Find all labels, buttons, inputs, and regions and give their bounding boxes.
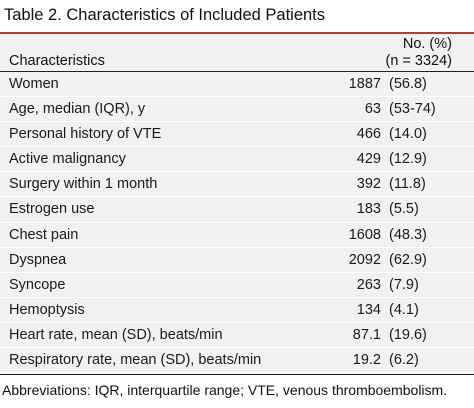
row-count: 183 (356, 201, 381, 218)
row-count: 134 (356, 301, 381, 318)
row-label: Chest pain (9, 226, 79, 243)
table-row: Personal history of VTE 466 (14.0) (0, 122, 474, 148)
row-label: Syncope (9, 276, 66, 293)
table-row: Active malignancy 429 (12.9) (0, 147, 474, 173)
row-count: 392 (356, 176, 381, 193)
table-row: Surgery within 1 month 392 (11.8) (0, 172, 474, 198)
row-count: 263 (356, 276, 381, 293)
characteristics-table: Characteristics No. (%) (n = 3324) Women… (0, 34, 474, 374)
table-row: Syncope 263 (7.9) (0, 273, 474, 298)
row-percent: (5.5) (389, 201, 419, 218)
table-title: Table 2. Characteristics of Included Pat… (4, 6, 326, 24)
header-value-column: No. (%) (n = 3324) (385, 36, 452, 70)
row-label: Hemoptysis (9, 301, 85, 318)
row-count: 429 (356, 151, 381, 168)
title-accent-rule (0, 32, 474, 34)
row-label: Estrogen use (9, 201, 95, 218)
row-label: Dyspnea (9, 251, 67, 268)
header-characteristics: Characteristics (9, 53, 105, 69)
row-percent: (19.6) (389, 326, 427, 343)
table-row: Hemoptysis 134 (4.1) (0, 298, 474, 323)
header-rule (0, 71, 474, 72)
row-percent: (7.9) (389, 276, 419, 293)
row-label: Active malignancy (9, 151, 126, 168)
row-count: 1887 (348, 76, 381, 92)
row-percent: (12.9) (389, 151, 427, 168)
table-row: Chest pain 1608 (48.3) (0, 223, 474, 248)
row-count: 87.1 (352, 326, 381, 343)
row-count: 63 (364, 101, 381, 118)
table-row: Women 1887 (56.8) (0, 72, 474, 98)
row-percent: (62.9) (389, 251, 427, 268)
row-label: Personal history of VTE (9, 126, 162, 143)
row-label: Surgery within 1 month (9, 176, 158, 193)
row-count: 2092 (348, 251, 381, 268)
header-value-line2: (n = 3324) (385, 53, 452, 69)
table-row: Respiratory rate, mean (SD), beats/min 1… (0, 348, 474, 374)
row-label: Respiratory rate, mean (SD), beats/min (9, 352, 262, 369)
table-row: Heart rate, mean (SD), beats/min 87.1 (1… (0, 323, 474, 349)
row-percent: (11.8) (389, 176, 426, 193)
row-count: 1608 (348, 226, 381, 243)
row-percent: (6.2) (389, 352, 419, 369)
table-row: Age, median (IQR), y 63 (53-74) (0, 97, 474, 123)
row-percent: (56.8) (389, 76, 427, 92)
row-label: Women (9, 76, 59, 92)
row-percent: (48.3) (389, 226, 427, 243)
table-bottom-rule (0, 374, 474, 375)
table-row: Dyspnea 2092 (62.9) (0, 248, 474, 273)
row-percent: (53-74) (389, 101, 436, 118)
table-header-row: Characteristics No. (%) (n = 3324) (0, 34, 474, 71)
row-count: 466 (356, 126, 381, 143)
row-label: Age, median (IQR), y (9, 101, 146, 118)
table-row: Estrogen use 183 (5.5) (0, 197, 474, 223)
row-percent: (14.0) (389, 126, 427, 143)
row-count: 19.2 (352, 352, 381, 369)
table-footnote: Abbreviations: IQR, interquartile range;… (2, 382, 448, 398)
row-label: Heart rate, mean (SD), beats/min (9, 326, 223, 343)
header-value-line1: No. (%) (402, 36, 452, 52)
row-percent: (4.1) (389, 301, 419, 318)
